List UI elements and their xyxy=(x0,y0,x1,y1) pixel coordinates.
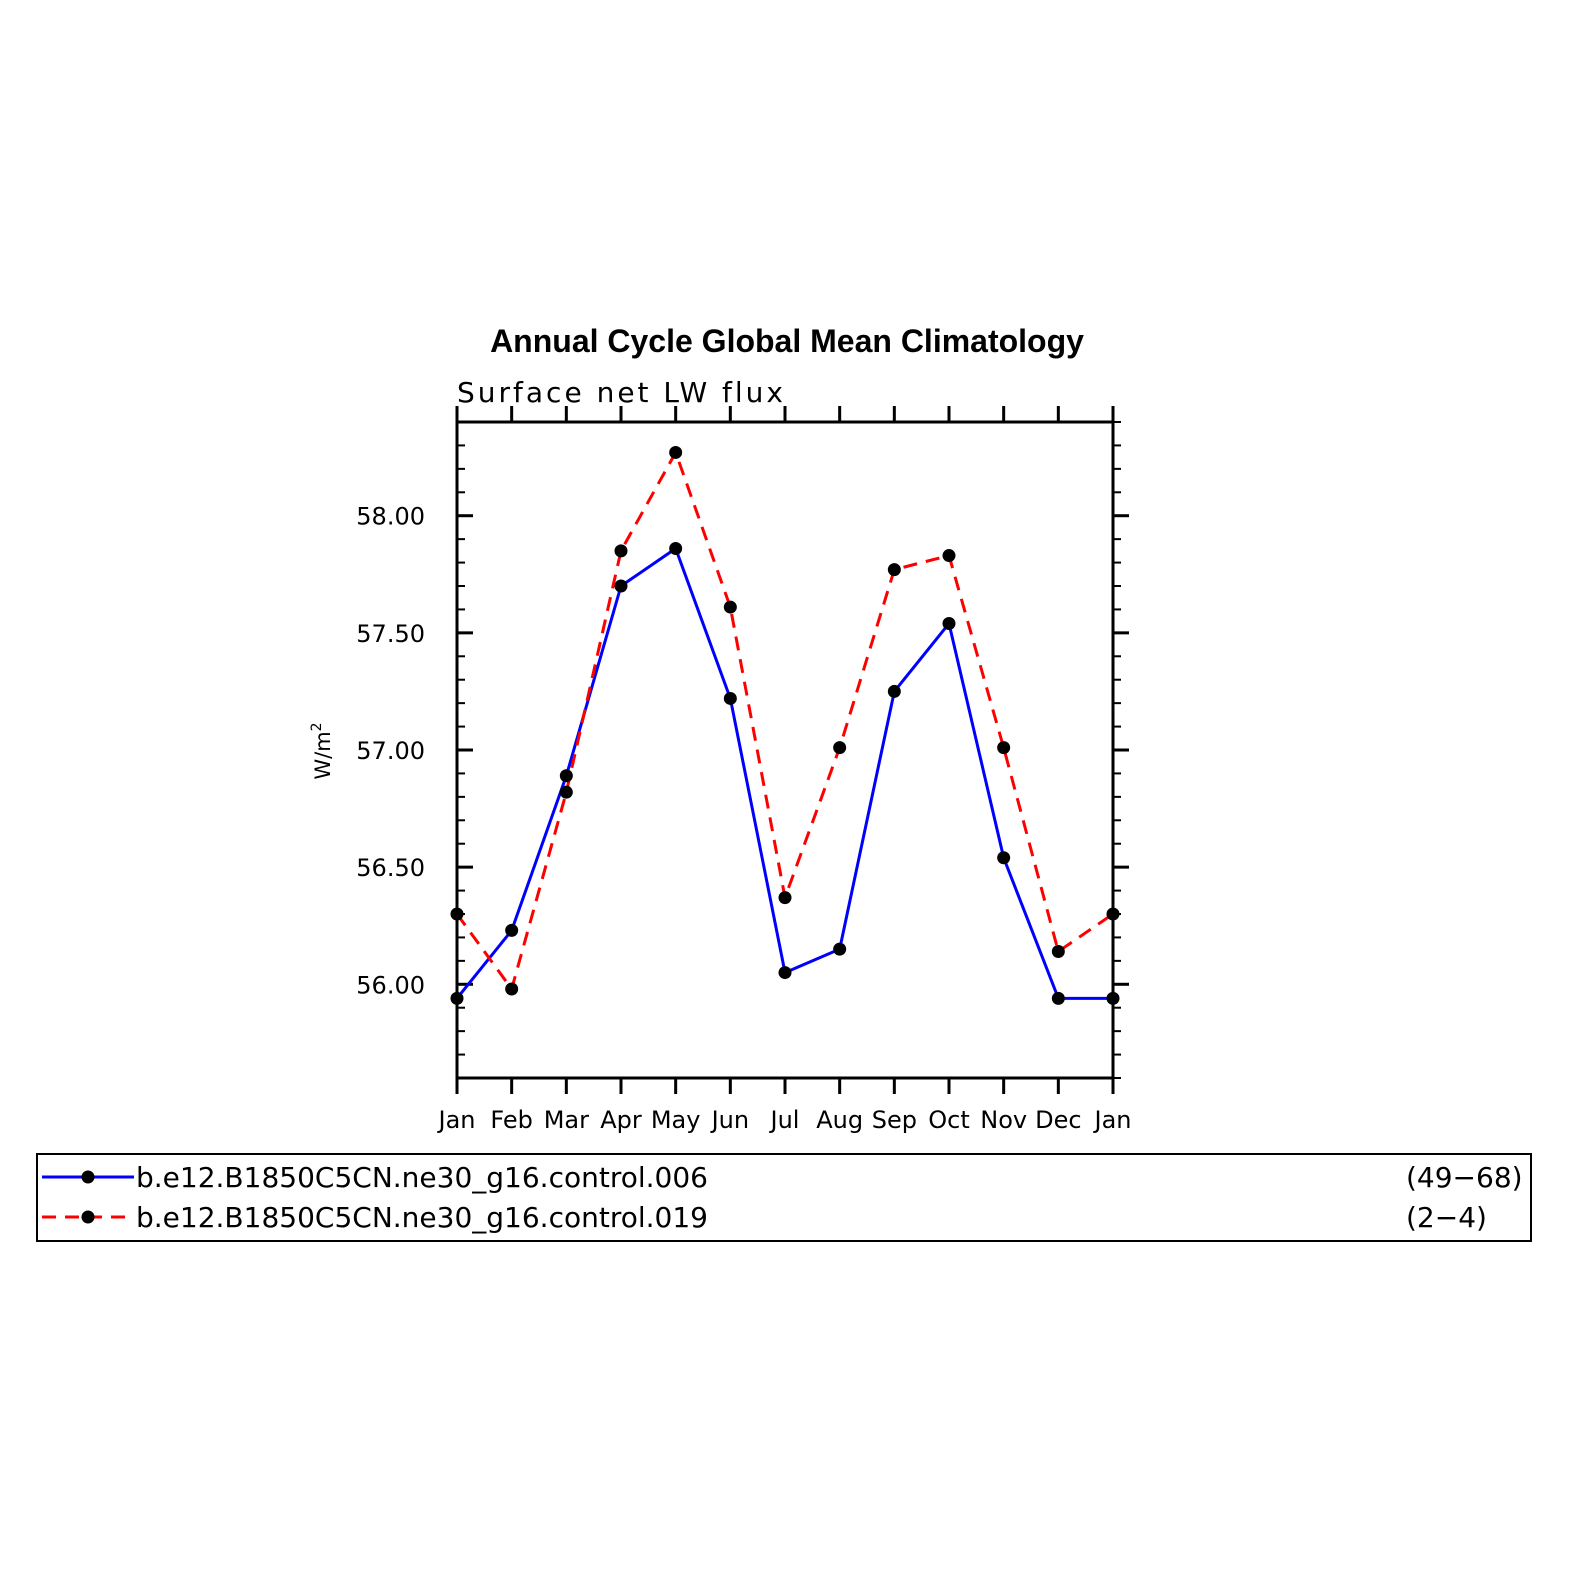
series-2-point xyxy=(942,549,956,563)
x-tick-labels: Jan Feb Mar Apr May Jun Jul Aug Sep Oct Nov Dec Jan xyxy=(437,1106,1132,1134)
series-1-point xyxy=(1051,991,1065,1005)
y-axis-label-superscript: 2 xyxy=(309,722,325,731)
series-1-point xyxy=(559,769,573,783)
series-2-point xyxy=(833,741,847,755)
legend-box xyxy=(36,1153,1532,1242)
series-1-point xyxy=(778,966,792,980)
x-tick-label: Sep xyxy=(872,1106,917,1134)
x-tick-label: Dec xyxy=(1035,1106,1081,1134)
x-tick-label: Jan xyxy=(1093,1106,1132,1134)
y-axis-label-text: W/m xyxy=(311,731,335,779)
chart-subtitle: Surface net LW flux xyxy=(457,376,786,409)
series-1-point xyxy=(669,542,683,556)
series-2-point xyxy=(997,741,1011,755)
svg-text:W/m2: W/m2 xyxy=(309,722,335,779)
legend-marker-1 xyxy=(81,1170,95,1184)
series-line-1 xyxy=(455,547,1113,1000)
series-2-point xyxy=(669,445,683,459)
axis-ticks xyxy=(455,406,1129,1094)
series-1-point xyxy=(723,691,737,705)
series-2-point xyxy=(559,785,573,799)
x-tick-label: May xyxy=(651,1106,701,1134)
legend: b.e12.B1850C5CN.ne30_g16.control.006 (49−… xyxy=(36,1153,1532,1242)
series-1-point xyxy=(450,991,464,1005)
series-2-point xyxy=(450,907,464,921)
y-tick-label: 56.50 xyxy=(356,854,425,882)
x-tick-label: Oct xyxy=(928,1106,970,1134)
series-1-point xyxy=(942,616,956,630)
legend-marker-2 xyxy=(81,1210,95,1224)
series-2-point xyxy=(505,982,519,996)
series-1-point xyxy=(833,942,847,956)
x-tick-label: Jul xyxy=(769,1106,800,1134)
series-line-2 xyxy=(455,450,1114,991)
y-axis-label: W/m2 xyxy=(309,722,335,779)
legend-series-years: (2−4) xyxy=(1406,1201,1487,1234)
y-tick-labels: 56.00 56.50 57.00 57.50 58.00 xyxy=(356,503,425,1000)
x-tick-label: Feb xyxy=(490,1106,533,1134)
y-tick-label: 57.50 xyxy=(356,620,425,648)
y-tick-label: 56.00 xyxy=(356,971,425,999)
legend-series-name: b.e12.B1850C5CN.ne30_g16.control.006 xyxy=(136,1161,708,1194)
x-tick-label: Apr xyxy=(600,1106,642,1134)
legend-series-name: b.e12.B1850C5CN.ne30_g16.control.019 xyxy=(136,1201,708,1234)
y-tick-label: 57.00 xyxy=(356,737,425,765)
series-1-point xyxy=(505,923,519,937)
x-tick-label: Aug xyxy=(816,1106,863,1134)
x-tick-label: Nov xyxy=(980,1106,1027,1134)
series-1-point xyxy=(1106,991,1120,1005)
plot-frame xyxy=(455,420,1115,1080)
series-2-point xyxy=(1051,944,1065,958)
y-tick-label: 58.00 xyxy=(356,503,425,531)
x-tick-label: Jan xyxy=(437,1106,476,1134)
series-1-point xyxy=(614,579,628,593)
series-2-point xyxy=(887,563,901,577)
x-tick-label: Jun xyxy=(710,1106,750,1134)
series-2-point xyxy=(778,891,792,905)
x-tick-label: Mar xyxy=(544,1106,589,1134)
series-2-point xyxy=(1106,907,1120,921)
series-1-point xyxy=(997,851,1011,865)
series-2-point xyxy=(723,600,737,614)
series-2-point xyxy=(614,544,628,558)
series-layer xyxy=(450,445,1120,1005)
chart-title: Annual Cycle Global Mean Climatology xyxy=(490,323,1084,359)
legend-series-years: (49−68) xyxy=(1406,1161,1523,1194)
series-1-point xyxy=(887,684,901,698)
